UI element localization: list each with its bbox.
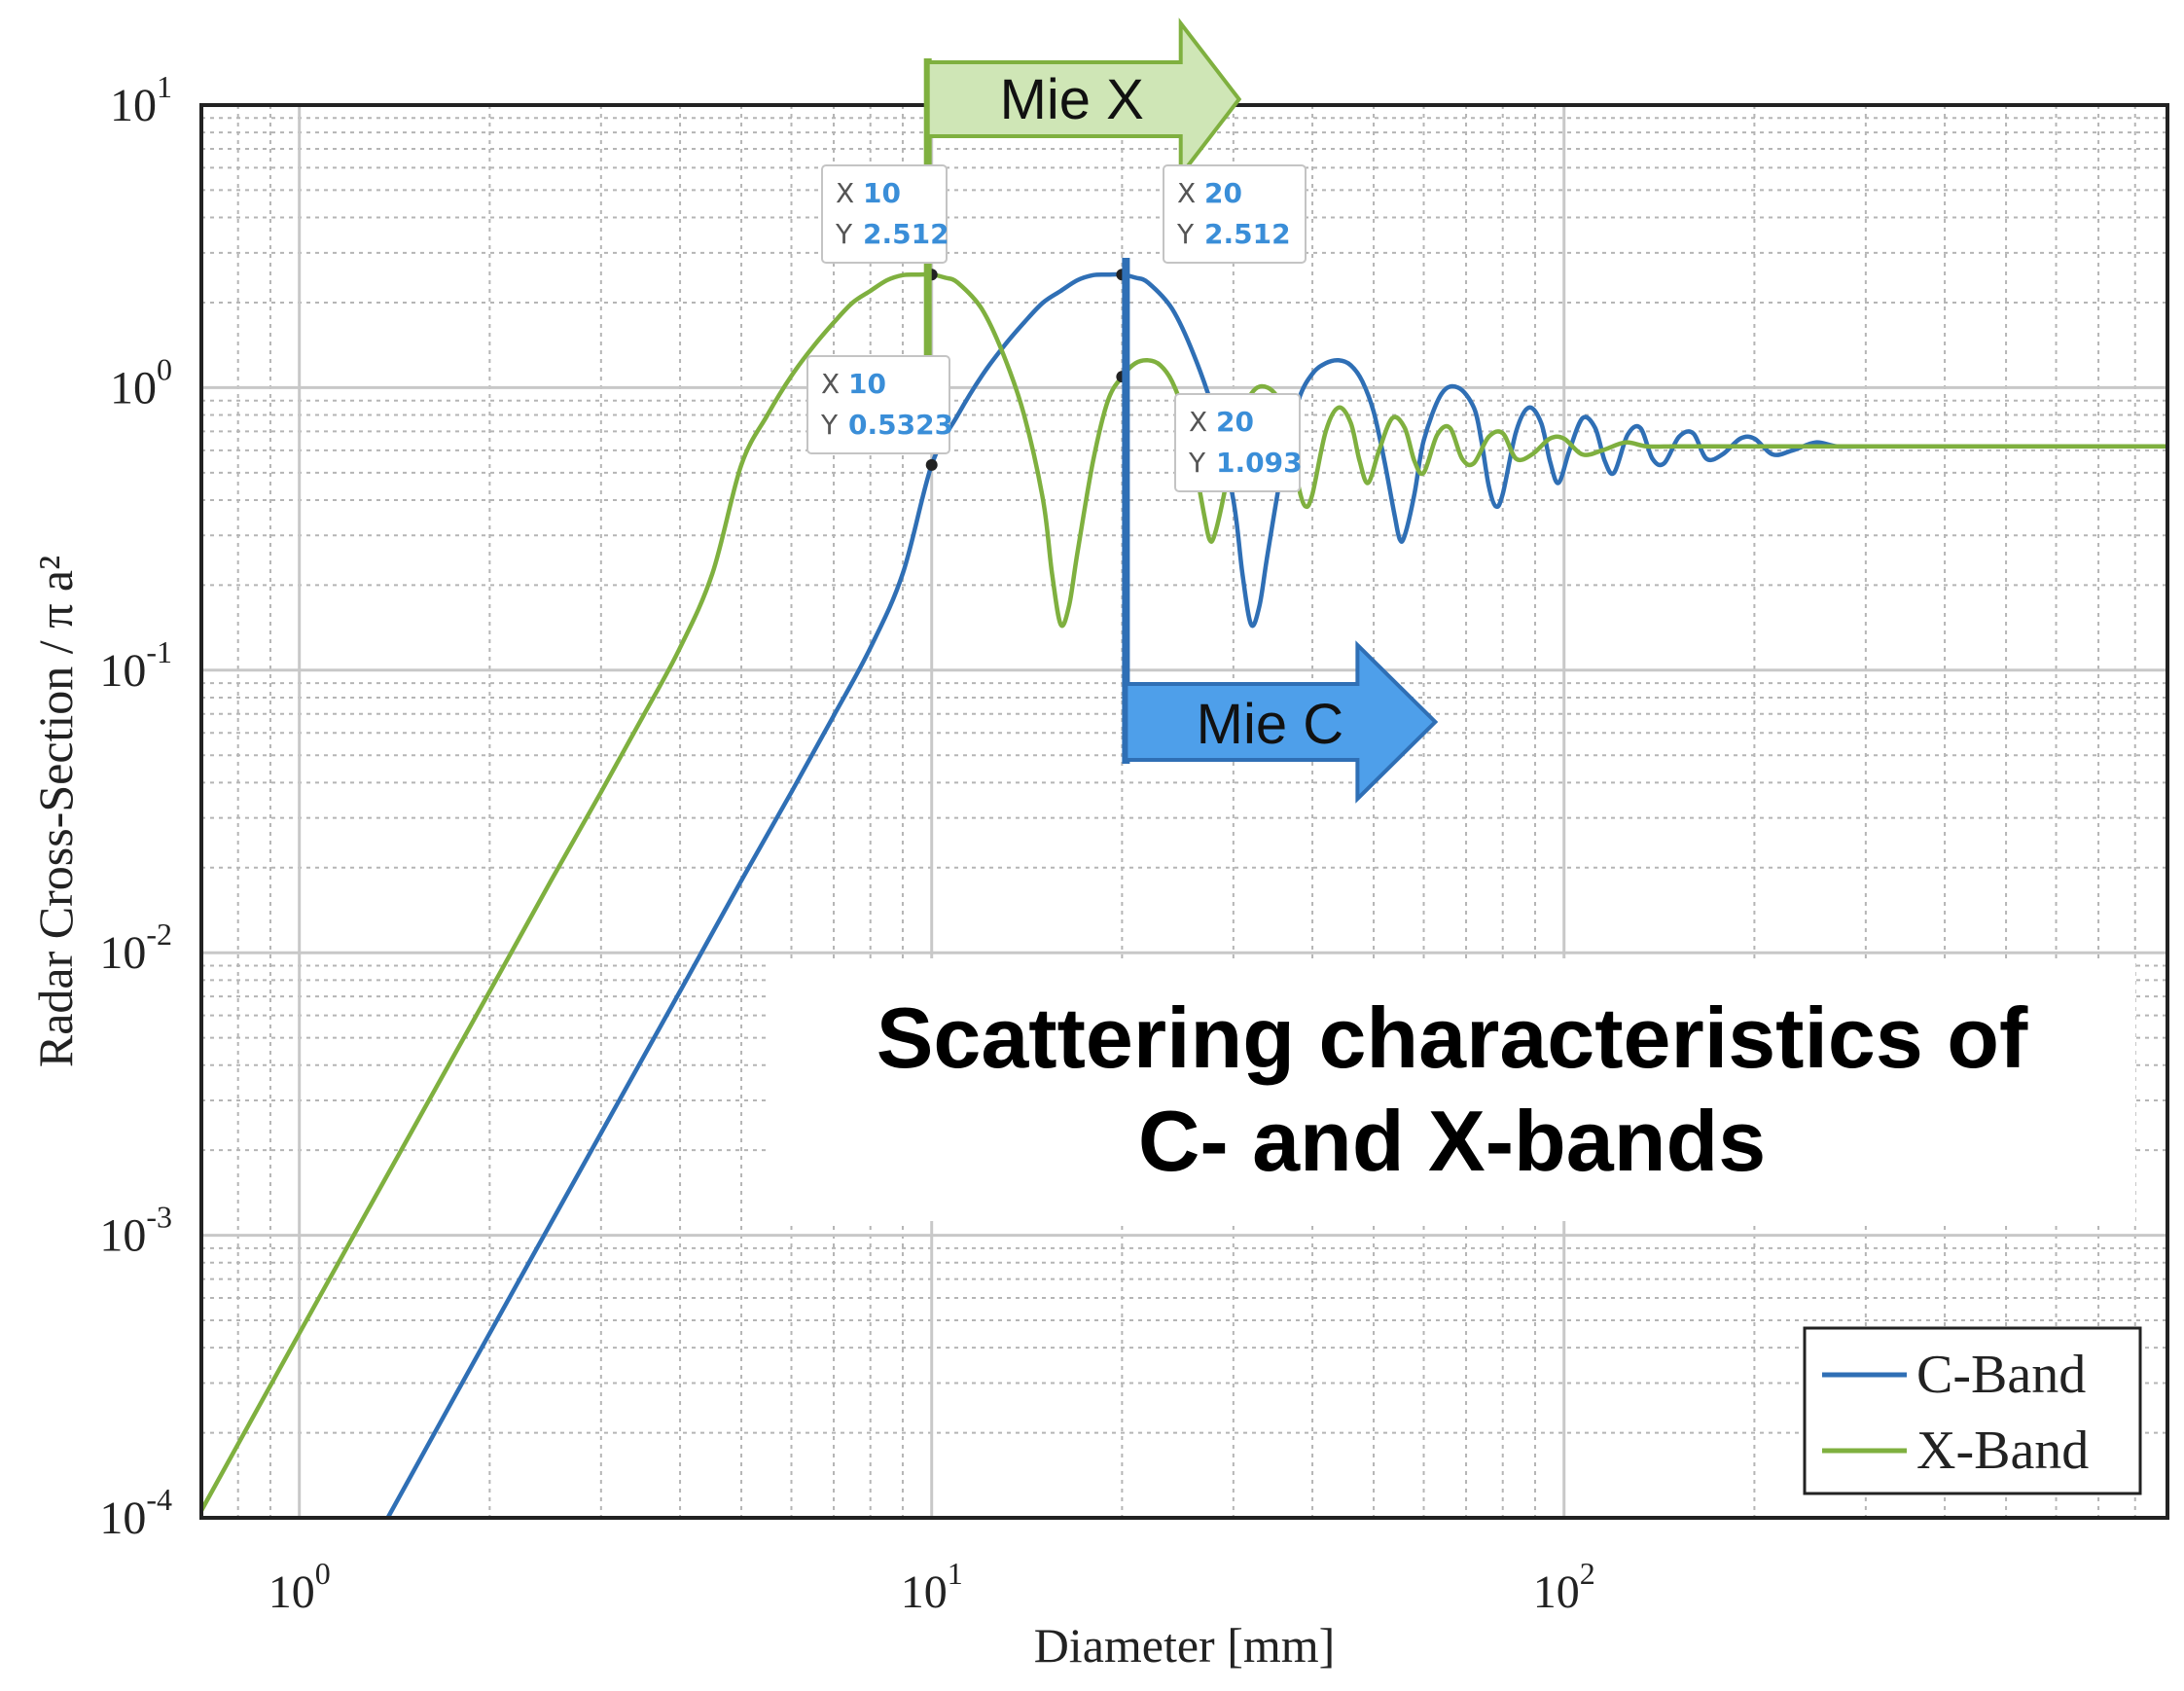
mie-annotations: Mie X Mie C — [923, 18, 1439, 804]
figure-title-box: Scattering characteristics of C- and X-b… — [769, 958, 2135, 1221]
x-tick-label: 100 — [269, 1556, 331, 1618]
x-axis-title: Diameter [mm] — [1034, 1618, 1336, 1673]
legend: C-Band X-Band — [1803, 1326, 2142, 1495]
mie-x-label: Mie X — [1000, 68, 1144, 131]
datatip-y-key: Y — [1188, 447, 1206, 479]
y-axis-title: Radar Cross-Section / π a² — [28, 556, 83, 1067]
legend-box — [1803, 1326, 2142, 1495]
datatip-x-value: 10 — [863, 177, 901, 209]
datatip-y-value: 1.093 — [1216, 447, 1303, 479]
datatip-box — [1163, 164, 1307, 264]
datatip-y-value: 2.512 — [1204, 218, 1291, 250]
datatip-x-key: X — [1189, 406, 1207, 438]
y-tick-label: 100 — [110, 351, 172, 414]
mie-c-arrow — [1124, 640, 1439, 804]
y-tick-label: 101 — [110, 69, 172, 131]
mie-c-label: Mie C — [1197, 693, 1343, 756]
datatip-y-key: Y — [835, 218, 853, 250]
datatip-marker — [925, 458, 938, 471]
datatip-x-key: X — [1177, 177, 1196, 209]
datatip-x-value: 20 — [1216, 406, 1254, 438]
datatip-x-value: 20 — [1204, 177, 1242, 209]
datatip-box — [1174, 393, 1301, 492]
y-tick-label: 10-3 — [99, 1200, 172, 1262]
x-tick-label: 102 — [1533, 1556, 1595, 1618]
datatip-y-key: Y — [820, 409, 839, 441]
plot-frame — [199, 103, 2169, 1520]
y-tick-labels: 101 100 10-1 10-2 10-3 10-4 — [99, 69, 172, 1544]
datatip-box — [821, 164, 948, 264]
datatip-x-value: 10 — [848, 368, 886, 400]
y-tick-label: 10-4 — [99, 1482, 172, 1544]
datatip-y-value: 2.512 — [863, 218, 949, 250]
datatip[interactable]: X 10 Y 2.512 — [821, 164, 949, 264]
x-tick-label: 101 — [901, 1556, 963, 1618]
datatip[interactable]: X 10 Y 0.5323 — [806, 355, 953, 454]
datatip-x-key: X — [821, 368, 840, 400]
legend-label: X-Band — [1916, 1421, 2089, 1481]
datatip[interactable]: X 20 Y 1.093 — [1174, 393, 1303, 492]
series-line-c-band — [385, 271, 2167, 1518]
datatip[interactable]: X 20 Y 2.512 — [1163, 164, 1307, 264]
x-tick-labels: 100 101 102 — [269, 1556, 1595, 1618]
minor-grid — [200, 105, 2168, 1518]
datatip-y-key: Y — [1176, 218, 1195, 250]
y-tick-label: 10-2 — [99, 917, 172, 979]
figure-title: Scattering characteristics of C- and X-b… — [876, 989, 2028, 1189]
datatip-y-value: 0.5323 — [848, 409, 953, 441]
legend-label: C-Band — [1916, 1345, 2086, 1405]
datatip-x-key: X — [836, 177, 854, 209]
major-grid — [201, 103, 2167, 1520]
mie-x-arrow — [925, 18, 1242, 181]
y-tick-label: 10-1 — [99, 634, 172, 697]
datatip-box — [806, 355, 950, 454]
